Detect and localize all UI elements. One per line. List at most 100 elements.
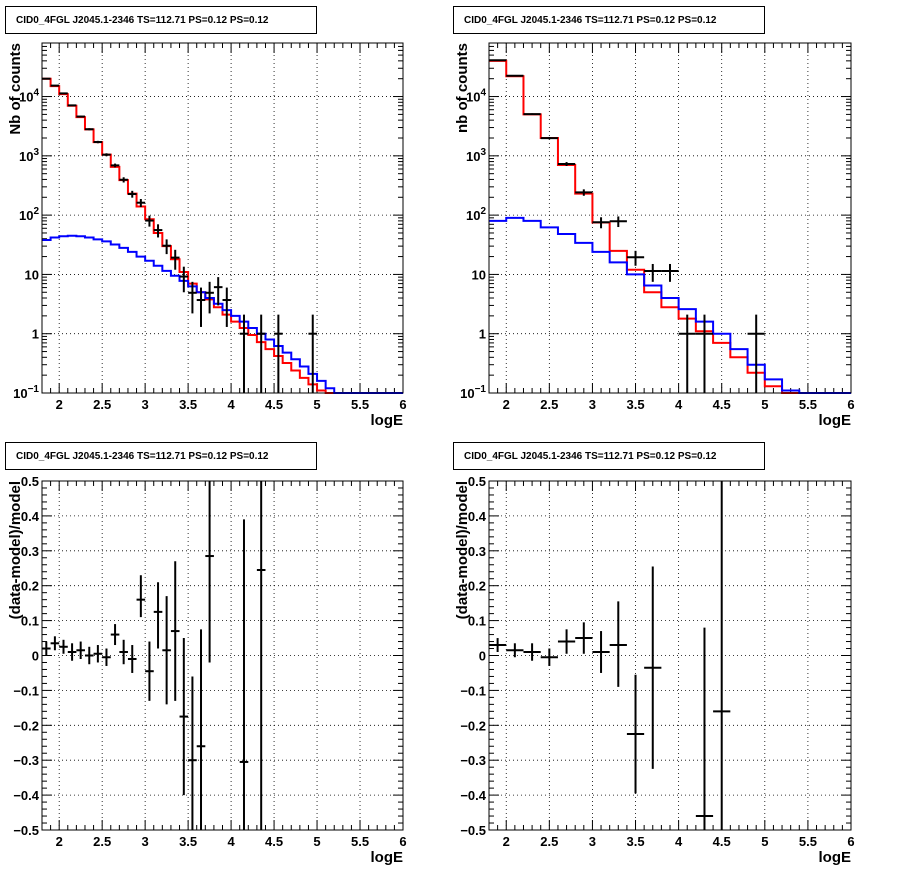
data-point: [627, 251, 644, 266]
data-point: [661, 264, 678, 282]
data-point: [85, 647, 94, 664]
y-tick-label: 0: [479, 649, 486, 664]
data-point: [145, 642, 154, 701]
series-group: [42, 78, 403, 393]
x-tick-label: 2.5: [540, 834, 558, 849]
y-tick-label: −0.2: [13, 718, 39, 733]
y-tick-label: −0.3: [460, 753, 486, 768]
y-axis-title: nb of counts: [454, 43, 471, 133]
data-point: [111, 624, 120, 645]
data-point: [214, 277, 223, 305]
x-tick-label: 3: [589, 397, 596, 412]
y-tick-label: 10: [472, 267, 486, 282]
data-point: [575, 622, 592, 653]
data-point: [51, 85, 60, 86]
data-point: [59, 640, 68, 654]
data-point: [188, 676, 197, 830]
x-axis-title: logE: [371, 849, 404, 866]
y-tick-label: −0.4: [460, 788, 486, 803]
data-point: [76, 642, 85, 659]
y-tick-label: 10: [25, 267, 39, 282]
x-tick-label: 5.5: [351, 397, 369, 412]
data-point: [644, 567, 661, 769]
data-point: [137, 575, 146, 617]
x-tick-label: 4: [675, 397, 683, 412]
data-point: [308, 315, 317, 393]
x-tick-label: 4.5: [265, 397, 283, 412]
data-point: [42, 78, 51, 79]
data-point: [197, 629, 206, 830]
x-tick-label: 2: [56, 834, 63, 849]
chart-title: CID0_4FGL J2045.1-2346 TS=112.71 PS=0.12…: [453, 442, 765, 470]
plot-frame: [42, 43, 403, 393]
data-point: [713, 481, 730, 830]
data-point: [119, 640, 128, 664]
y-tick-label: 103: [19, 147, 39, 164]
data-point: [696, 628, 713, 830]
x-tick-label: 4: [675, 834, 683, 849]
data-point: [592, 217, 609, 228]
data-point: [558, 629, 575, 653]
chart-title: CID0_4FGL J2045.1-2346 TS=112.71 PS=0.12…: [5, 6, 317, 34]
x-tick-label: 6: [399, 834, 406, 849]
y-tick-label: −0.4: [13, 788, 39, 803]
data-point: [644, 264, 661, 282]
data-point: [145, 216, 154, 227]
data-point: [257, 315, 266, 393]
data-point: [197, 288, 206, 327]
x-tick-label: 4.5: [713, 834, 731, 849]
data-point: [154, 582, 163, 648]
data-point: [68, 643, 77, 660]
x-tick-label: 5: [761, 834, 768, 849]
data-point: [180, 267, 189, 293]
data-point: [748, 315, 765, 393]
x-tick-label: 4: [227, 834, 235, 849]
data-point: [180, 638, 189, 795]
grid: [42, 481, 403, 830]
data-point: [541, 649, 558, 666]
y-axis-title: (data-model)/model: [7, 481, 24, 619]
x-tick-label: 5.5: [799, 834, 817, 849]
data-point: [592, 631, 609, 673]
x-tick-label: 3.5: [179, 397, 197, 412]
y-tick-label: 0: [32, 649, 39, 664]
y-tick-label: −0.1: [13, 683, 39, 698]
x-tick-label: 3: [142, 397, 149, 412]
data-point: [128, 645, 137, 673]
data-point: [541, 137, 558, 139]
x-tick-label: 5.5: [799, 397, 817, 412]
x-tick-label: 4: [227, 397, 235, 412]
grid: [489, 481, 851, 830]
data-point: [523, 643, 540, 660]
data-point: [171, 561, 180, 701]
data-point: [154, 224, 163, 237]
x-tick-label: 5: [761, 397, 768, 412]
data-point: [94, 141, 103, 143]
x-tick-label: 4.5: [713, 397, 731, 412]
x-tick-label: 3.5: [626, 397, 644, 412]
data-point: [128, 191, 137, 198]
x-tick-label: 3: [589, 834, 596, 849]
y-axis-title: (data-model)/model: [454, 481, 471, 619]
data-point: [240, 315, 249, 393]
data-point: [610, 601, 627, 687]
y-tick-label: −0.3: [13, 753, 39, 768]
plot-frame: [489, 43, 851, 393]
x-tick-label: 4.5: [265, 834, 283, 849]
data-point: [506, 643, 523, 657]
data-point: [85, 128, 94, 130]
data-point: [162, 596, 171, 704]
x-axis-title: logE: [819, 849, 852, 866]
data-point: [94, 645, 103, 662]
data-point: [76, 116, 85, 118]
data-point: [42, 642, 51, 656]
x-axis-title: logE: [371, 412, 404, 429]
data-point: [679, 315, 696, 393]
x-tick-label: 2.5: [93, 397, 111, 412]
x-tick-label: 6: [847, 834, 854, 849]
